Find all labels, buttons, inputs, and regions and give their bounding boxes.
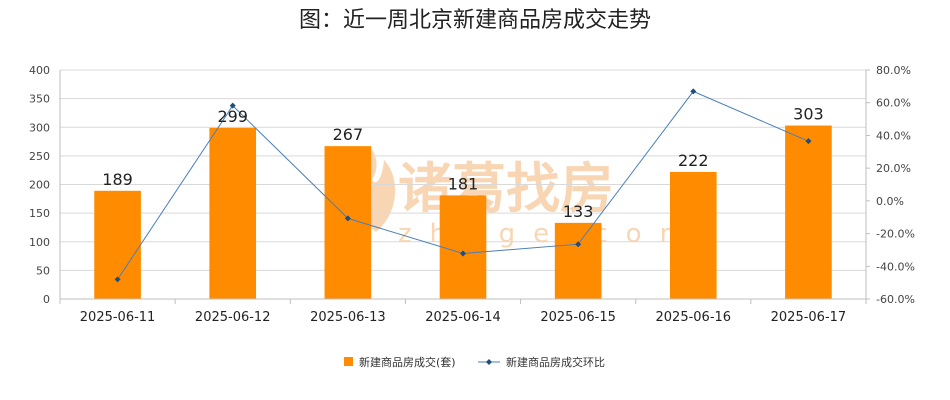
- legend-swatch-bar: [344, 357, 353, 366]
- x-tick-label: 2025-06-11: [80, 310, 156, 325]
- line-point: [229, 102, 236, 109]
- x-tick-label: 2025-06-12: [195, 310, 271, 325]
- y-right-tick-label: 0.0%: [876, 195, 904, 208]
- y-left-tick-label: 150: [29, 207, 50, 220]
- y-right-tick-label: -40.0%: [876, 260, 915, 273]
- bar: [554, 222, 602, 299]
- data-labels: 189 299 267 181 133 222 303: [102, 105, 823, 221]
- x-tick-label: 2025-06-14: [425, 310, 501, 325]
- chart-title: 图：近一周北京新建商品房成交走势: [299, 8, 651, 33]
- bar: [669, 171, 717, 299]
- bar-series: [94, 125, 832, 299]
- y-right-tick-label: 60.0%: [876, 97, 911, 110]
- legend-label-bar: 新建商品房成交(套): [359, 355, 456, 369]
- x-tick-label: 2025-06-16: [656, 310, 732, 325]
- bar-data-label: 133: [563, 202, 594, 221]
- y-left-tick-label: 50: [36, 264, 50, 277]
- bar-data-label: 189: [102, 170, 133, 189]
- y-right-tick-label: 80.0%: [876, 64, 911, 77]
- line-point: [114, 276, 121, 283]
- line-point: [344, 215, 351, 222]
- y-right-tick-label: -60.0%: [876, 293, 915, 306]
- y-right-tick-label: 40.0%: [876, 129, 911, 142]
- line-point: [690, 88, 697, 95]
- line-point: [575, 241, 582, 248]
- watermark: 诸葛找房 zhuge.com: [356, 150, 685, 249]
- line-point: [805, 138, 812, 145]
- y-left-tick-label: 300: [29, 121, 50, 134]
- bar: [324, 146, 372, 299]
- y-left-tick-label: 400: [29, 64, 50, 77]
- y-left-tick-label: 100: [29, 236, 50, 249]
- line-point: [460, 250, 466, 257]
- y-right-tick-label: -20.0%: [876, 228, 915, 241]
- bar-data-label: 299: [217, 107, 248, 126]
- legend-swatch-marker: [486, 359, 492, 365]
- y-left-tick-label: 250: [29, 150, 50, 163]
- bar-data-label: 303: [793, 105, 824, 124]
- bar: [439, 195, 487, 299]
- y-left-tick-label: 0: [43, 293, 50, 306]
- legend: 新建商品房成交(套) 新建商品房成交环比: [344, 355, 605, 369]
- bar: [209, 127, 257, 299]
- x-tick-label: 2025-06-15: [540, 310, 616, 325]
- x-tick-label: 2025-06-17: [771, 310, 847, 325]
- y-left-tick-label: 350: [29, 93, 50, 106]
- bar: [94, 190, 141, 299]
- bar: [785, 125, 832, 299]
- y-right-tick-label: 20.0%: [876, 162, 911, 175]
- watermark-brand-text: 诸葛找房: [398, 157, 614, 220]
- x-tick-label: 2025-06-13: [310, 310, 386, 325]
- bar-data-label: 222: [678, 151, 709, 170]
- bar-data-label: 181: [448, 174, 479, 193]
- line-series: [114, 88, 812, 283]
- bar-data-label: 267: [333, 125, 364, 144]
- axes: 0 50 100 150 200 250 300 350 400 -60.0% -40.0% -20.…: [29, 64, 915, 325]
- y-left-tick-label: 200: [29, 179, 50, 192]
- legend-label-line: 新建商品房成交环比: [506, 355, 605, 369]
